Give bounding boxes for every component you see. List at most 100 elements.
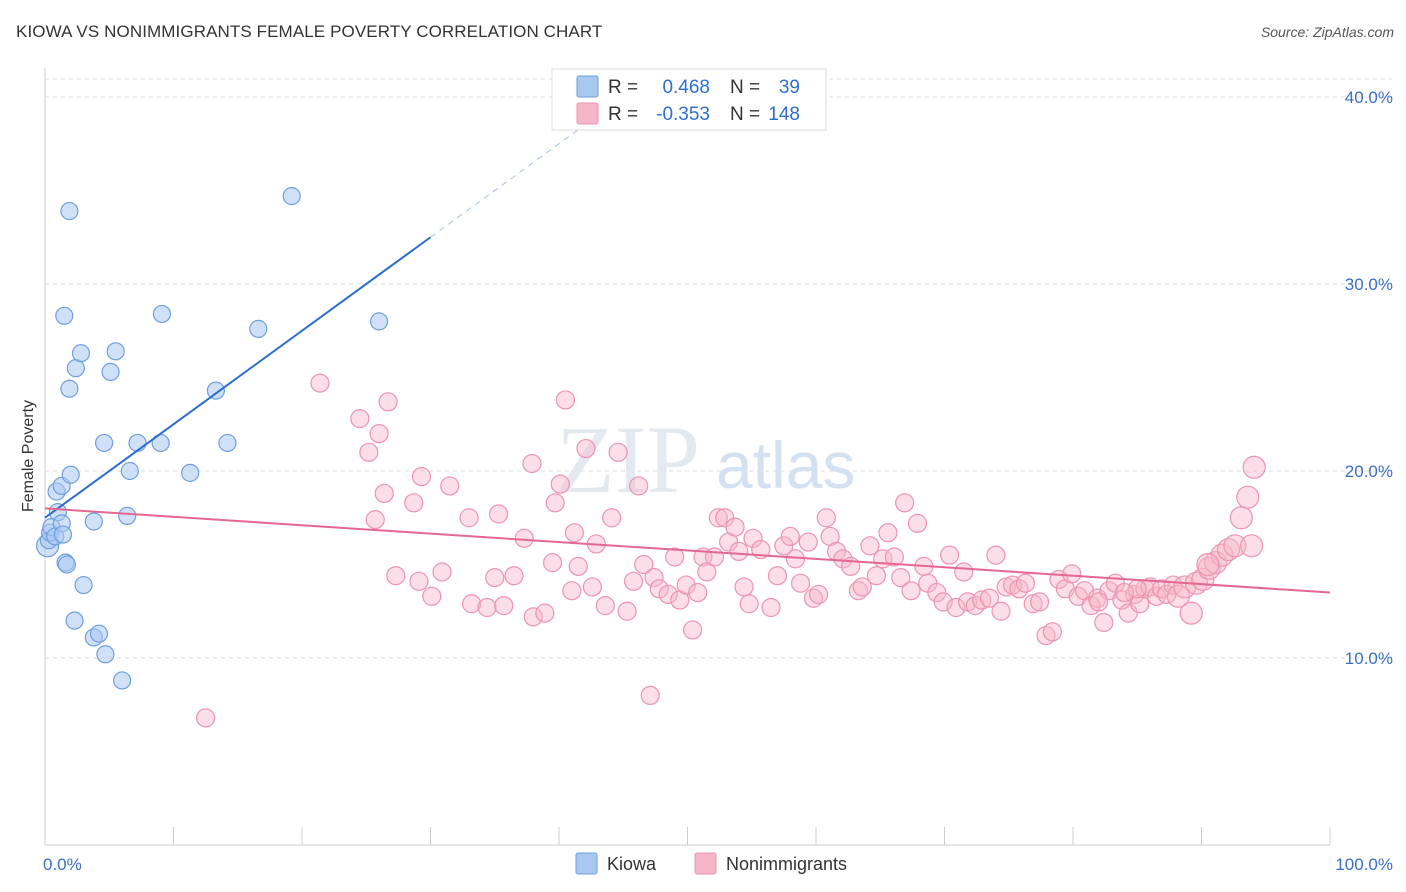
- nonimmigrants-point: [954, 562, 974, 582]
- nonimmigrants-point: [790, 573, 811, 593]
- nonimmigrants-point: [459, 508, 479, 528]
- kiowa-point: [53, 525, 73, 544]
- legend-r-value-nonimmigrants: -0.353: [656, 104, 710, 125]
- nonimmigrants-point: [595, 596, 615, 616]
- nonimmigrants-point: [477, 597, 497, 618]
- nonimmigrants-point: [608, 442, 628, 462]
- nonimmigrants-point: [1196, 552, 1220, 577]
- nonimmigrants-point: [1216, 537, 1241, 562]
- nonimmigrants-point: [683, 620, 703, 640]
- nonimmigrants-point: [803, 588, 824, 608]
- legend-r-label-nonimmigrants: R =: [608, 104, 638, 125]
- kiowa-point: [65, 611, 84, 630]
- kiowa-point: [89, 624, 109, 643]
- nonimmigrants-point: [901, 581, 921, 601]
- nonimmigrants-point: [411, 467, 432, 487]
- nonimmigrants-point: [649, 579, 669, 599]
- kiowa-point: [282, 187, 301, 206]
- nonimmigrants-point: [365, 510, 385, 530]
- nonimmigrants-point: [545, 493, 565, 513]
- nonimmigrants-point: [1157, 584, 1177, 605]
- nonimmigrants-trend-line: [44, 507, 1331, 594]
- nonimmigrants-point: [1236, 485, 1260, 509]
- nonimmigrants-point: [523, 607, 543, 627]
- nonimmigrants-point: [535, 603, 555, 623]
- nonimmigrants-point: [422, 586, 442, 606]
- bottom-legend-swatch-nonimmigrants: [694, 852, 717, 875]
- kiowa-point: [112, 671, 132, 690]
- nonimmigrants-point: [1042, 622, 1063, 642]
- trend-lines: [44, 124, 1331, 594]
- nonimmigrants-point: [629, 476, 649, 496]
- nonimmigrants-point: [891, 567, 911, 588]
- nonimmigrants-point: [729, 541, 749, 562]
- nonimmigrants-point: [860, 536, 880, 556]
- bottom-legend: Kiowa Nonimmigrants: [575, 852, 847, 875]
- nonimmigrants-point: [644, 567, 664, 588]
- nonimmigrants-point: [440, 476, 460, 496]
- nonimmigrants-point: [991, 601, 1011, 621]
- nonimmigrants-point: [1062, 564, 1082, 584]
- nonimmigrants-point: [1223, 534, 1247, 558]
- nonimmigrants-point: [1114, 582, 1135, 603]
- nonimmigrants-point: [1242, 455, 1266, 479]
- nonimmigrants-point: [940, 545, 960, 565]
- kiowa-point: [95, 433, 114, 453]
- nonimmigrants-point: [564, 523, 585, 543]
- nonimmigrants-point: [688, 582, 708, 603]
- kiowa-point: [60, 379, 79, 398]
- kiowa-trend-line: [44, 236, 432, 519]
- kiowa-points: [35, 187, 389, 690]
- nonimmigrants-point: [462, 594, 482, 614]
- nonimmigrants-point: [350, 409, 370, 429]
- nonimmigrants-point: [374, 483, 394, 504]
- nonimmigrants-point: [582, 577, 603, 597]
- kiowa-point: [84, 512, 103, 531]
- y-axis-label: Female Poverty: [20, 400, 37, 512]
- nonimmigrants-point: [1229, 506, 1253, 530]
- source-label: Source: ZipAtlas.com: [1260, 24, 1394, 40]
- nonimmigrants-point: [404, 493, 424, 513]
- nonimmigrants-point: [489, 504, 509, 524]
- nonimmigrants-point: [386, 566, 406, 586]
- nonimmigrants-point: [734, 577, 754, 597]
- nonimmigrants-point: [1094, 612, 1114, 633]
- legend-n-label-kiowa: N =: [730, 77, 760, 98]
- nonimmigrants-point: [774, 536, 794, 556]
- nonimmigrants-point: [665, 547, 685, 567]
- y-tick-label-10: 10.0%: [1345, 649, 1393, 668]
- kiowa-point: [106, 342, 125, 361]
- bottom-legend-kiowa: Kiowa: [607, 854, 657, 874]
- kiowa-point: [152, 304, 172, 324]
- nonimmigrants-point: [725, 517, 745, 537]
- kiowa-point: [120, 461, 139, 481]
- nonimmigrants-point: [878, 523, 898, 543]
- nonimmigrants-point: [848, 581, 869, 601]
- nonimmigrants-point: [359, 442, 379, 462]
- nonimmigrants-point: [808, 584, 829, 605]
- axes: [44, 68, 1331, 846]
- nonimmigrants-point: [494, 596, 514, 616]
- kiowa-point: [74, 575, 93, 595]
- nonimmigrants-point: [658, 584, 678, 605]
- bottom-legend-swatch-kiowa: [575, 852, 598, 875]
- nonimmigrants-point: [1163, 575, 1183, 595]
- nonimmigrants-point: [568, 556, 588, 576]
- nonimmigrants-point: [602, 508, 622, 528]
- nonimmigrants-point: [378, 392, 398, 412]
- y-tick-label-40: 40.0%: [1345, 88, 1393, 107]
- x-tick-label-max: 100.0%: [1335, 855, 1393, 874]
- nonimmigrants-point: [485, 567, 505, 588]
- nonimmigrants-point: [979, 588, 1000, 608]
- y-tick-label-20: 20.0%: [1345, 462, 1393, 481]
- nonimmigrants-point: [946, 597, 966, 618]
- kiowa-point: [218, 433, 237, 453]
- nonimmigrants-point: [972, 590, 992, 610]
- legend-n-label-nonimmigrants: N =: [730, 104, 760, 125]
- legend-n-value-kiowa: 39: [779, 77, 800, 98]
- nonimmigrants-point: [562, 581, 582, 601]
- nonimmigrants-point: [907, 513, 928, 533]
- grid-lines: [45, 78, 1392, 659]
- kiowa-point: [60, 201, 79, 221]
- watermark: ZIP atlas: [556, 406, 855, 513]
